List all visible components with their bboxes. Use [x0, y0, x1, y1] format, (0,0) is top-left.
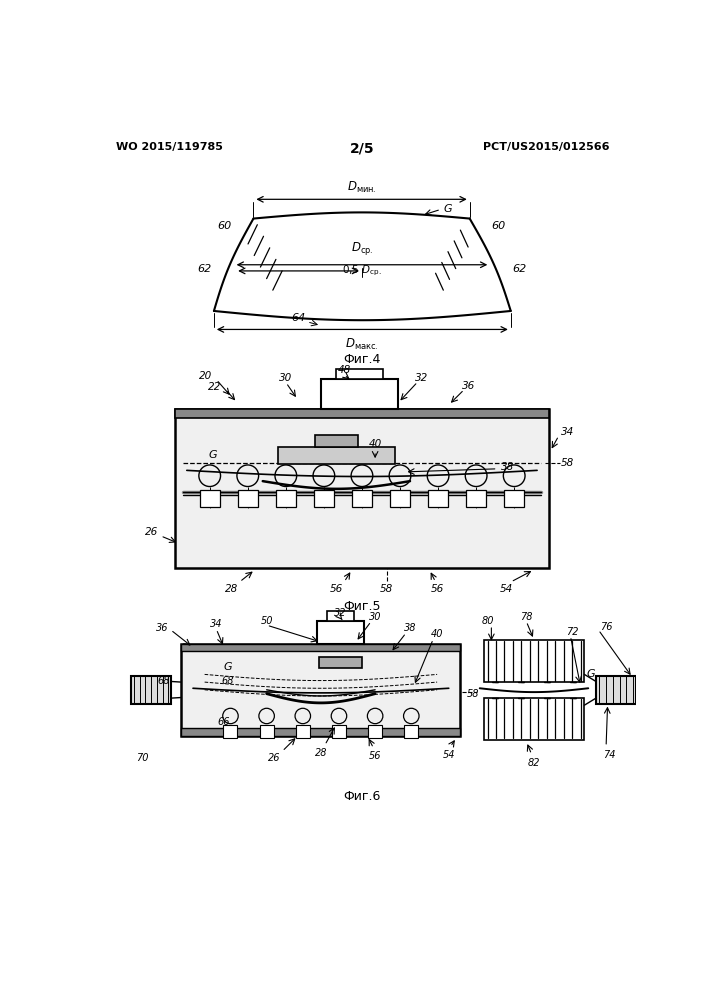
Text: 78: 78 [520, 612, 532, 622]
Text: 56: 56 [329, 584, 343, 594]
Text: 56: 56 [369, 751, 381, 761]
Bar [182, 644, 460, 651]
Bar [327, 611, 354, 620]
Text: 20: 20 [199, 371, 212, 381]
Text: G: G [223, 662, 232, 672]
Text: $D_{\mathregular{макс.}}$: $D_{\mathregular{макс.}}$ [345, 337, 379, 352]
Text: 40: 40 [431, 629, 443, 639]
Text: 38: 38 [404, 623, 416, 633]
Bar [182, 644, 460, 736]
Bar [428, 490, 448, 507]
Text: 58: 58 [561, 458, 574, 468]
Text: 28: 28 [225, 584, 238, 594]
Bar [314, 490, 334, 507]
Text: 68: 68 [157, 676, 170, 686]
Text: 76: 76 [600, 622, 612, 632]
Text: 68: 68 [221, 676, 234, 686]
Text: 50: 50 [260, 615, 273, 626]
Text: 62: 62 [512, 264, 526, 274]
Text: 66: 66 [218, 717, 230, 727]
Text: 64: 64 [291, 313, 305, 323]
Bar [317, 620, 363, 644]
Text: 58: 58 [467, 689, 480, 699]
Bar [504, 490, 525, 507]
Bar [390, 490, 410, 507]
Text: 72: 72 [566, 627, 579, 637]
Bar [484, 640, 585, 682]
Bar [259, 725, 274, 738]
Bar [352, 490, 372, 507]
Text: 38: 38 [501, 462, 514, 472]
Text: Фиг.4: Фиг.4 [344, 353, 380, 366]
Text: 48: 48 [337, 365, 351, 375]
Bar [332, 725, 346, 738]
Text: $0{,}5\ D_{\mathregular{ср.}}$: $0{,}5\ D_{\mathregular{ср.}}$ [342, 264, 382, 278]
Bar [276, 490, 296, 507]
Text: 36: 36 [156, 623, 168, 633]
Bar [175, 409, 549, 568]
Text: Фиг.6: Фиг.6 [344, 790, 380, 803]
Text: 28: 28 [315, 748, 327, 758]
Text: 60: 60 [218, 221, 232, 231]
Bar [368, 725, 382, 738]
Text: $D_{\mathregular{ср.}}$: $D_{\mathregular{ср.}}$ [351, 240, 373, 257]
Text: G: G [208, 450, 216, 460]
Bar [182, 728, 460, 736]
Text: 34: 34 [210, 619, 223, 629]
Text: WO 2015/119785: WO 2015/119785 [115, 142, 223, 152]
Text: 30: 30 [369, 612, 381, 622]
Bar [337, 369, 383, 379]
Text: 26: 26 [268, 753, 281, 763]
Text: 60: 60 [491, 221, 506, 231]
Text: G: G [443, 204, 452, 214]
Text: 26: 26 [145, 527, 158, 537]
Bar [466, 490, 486, 507]
Bar [279, 447, 395, 464]
Bar [315, 435, 358, 447]
Text: 22: 22 [209, 382, 222, 392]
Bar [319, 657, 361, 668]
Text: 70: 70 [136, 753, 149, 763]
Text: 62: 62 [198, 264, 212, 274]
Text: 34: 34 [561, 427, 574, 437]
Bar [223, 725, 238, 738]
Text: $D_{\mathregular{мин.}}$: $D_{\mathregular{мин.}}$ [347, 180, 377, 195]
Text: 54: 54 [443, 750, 455, 760]
Bar [404, 725, 419, 738]
Text: 82: 82 [527, 758, 540, 768]
Text: 36: 36 [462, 381, 474, 391]
Text: Фиг.5: Фиг.5 [343, 600, 380, 613]
Text: G: G [586, 669, 595, 679]
Bar [175, 409, 549, 418]
Text: 2/5: 2/5 [350, 142, 374, 156]
Bar [199, 490, 220, 507]
Text: 32: 32 [415, 373, 428, 383]
Bar [296, 725, 310, 738]
Text: 54: 54 [501, 584, 513, 594]
Text: 32: 32 [334, 608, 346, 618]
Text: PCT/US2015/012566: PCT/US2015/012566 [483, 142, 609, 152]
Text: 30: 30 [279, 373, 293, 383]
Text: 56: 56 [431, 584, 444, 594]
Bar [238, 490, 258, 507]
Bar [596, 676, 636, 704]
Bar [131, 676, 171, 704]
Bar [484, 698, 585, 740]
Text: 80: 80 [481, 615, 493, 626]
Text: 74: 74 [603, 750, 615, 760]
Text: 40: 40 [368, 439, 382, 449]
Text: 58: 58 [380, 584, 393, 594]
Bar [321, 379, 398, 409]
